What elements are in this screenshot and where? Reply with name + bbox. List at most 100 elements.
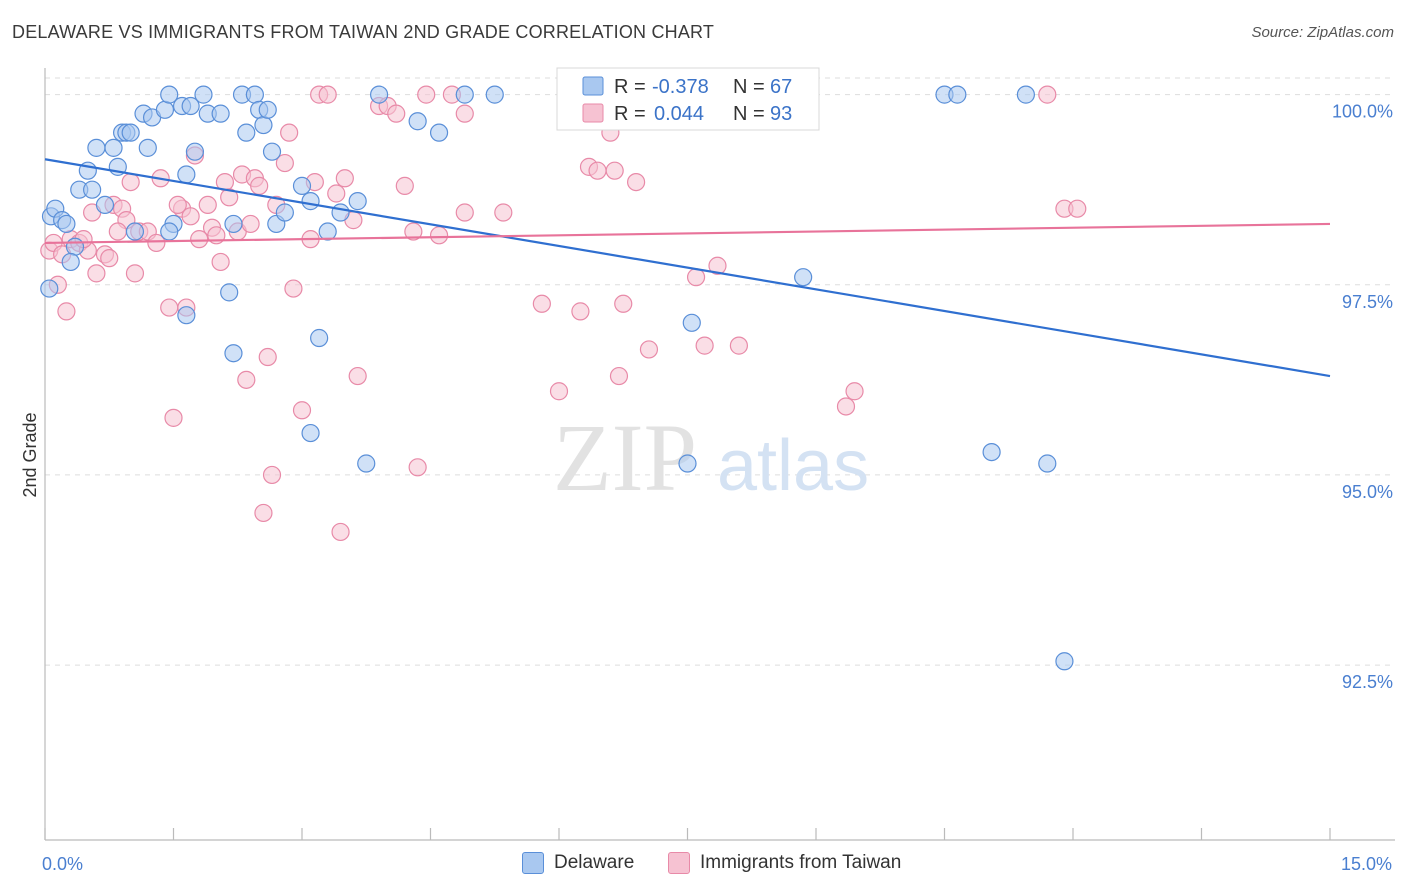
data-point-delaware: [794, 268, 813, 287]
bottom-legend-label-delaware: Delaware: [554, 852, 635, 873]
data-point-taiwan: [100, 249, 119, 268]
data-point-taiwan: [494, 203, 513, 222]
bottom-legend-delaware: Delaware: [522, 852, 634, 874]
data-point-delaware: [220, 283, 239, 302]
legend-swatch-taiwan: [582, 103, 604, 123]
data-point-delaware: [65, 237, 85, 256]
data-point-delaware: [185, 142, 205, 161]
data-point-taiwan: [254, 503, 273, 523]
data-point-delaware: [357, 454, 376, 473]
data-point-taiwan: [387, 104, 406, 123]
data-point-taiwan: [237, 370, 256, 389]
data-point-delaware: [57, 214, 76, 234]
data-point-delaware: [95, 195, 115, 215]
data-point-delaware: [348, 192, 367, 211]
data-point-delaware: [224, 214, 243, 234]
data-point-taiwan: [429, 226, 449, 245]
data-point-delaware: [160, 222, 179, 241]
data-point-delaware: [258, 100, 277, 119]
y-tick-label: 92.5%: [1342, 672, 1393, 692]
data-point-taiwan: [327, 184, 346, 203]
data-point-taiwan: [168, 195, 187, 215]
data-point-taiwan: [614, 294, 633, 313]
bottom-legend: Delaware Immigrants from Taiwan: [0, 850, 1406, 880]
y-axis-title: 2nd Grade: [20, 412, 40, 497]
data-point-delaware: [485, 85, 504, 104]
legend-n-label-delaware: N =: [733, 76, 765, 98]
data-point-delaware: [948, 85, 967, 104]
data-point-taiwan: [532, 294, 551, 313]
data-point-taiwan: [609, 366, 629, 386]
data-point-delaware: [224, 344, 243, 363]
data-point-taiwan: [331, 522, 350, 542]
data-point-taiwan: [639, 340, 659, 359]
legend-n-delaware: 67: [770, 76, 792, 98]
data-point-taiwan: [729, 336, 749, 355]
trend-lines: [44, 158, 1331, 378]
data-point-taiwan: [404, 222, 423, 241]
data-point-taiwan: [181, 207, 200, 226]
series-delaware-points: [40, 85, 1074, 671]
data-point-delaware: [87, 138, 106, 157]
data-point-taiwan: [588, 161, 607, 180]
data-point-taiwan: [258, 347, 277, 367]
data-point-delaware: [678, 454, 697, 473]
data-point-delaware: [1038, 454, 1057, 473]
axes: [44, 68, 1395, 841]
data-point-delaware: [331, 203, 350, 222]
data-point-taiwan: [262, 465, 282, 485]
data-point-delaware: [301, 192, 320, 211]
data-point-taiwan: [57, 302, 76, 321]
data-point-taiwan: [164, 408, 183, 427]
data-point-taiwan: [318, 85, 337, 104]
watermark-zip: ZIP: [553, 404, 697, 511]
data-point-delaware: [61, 252, 80, 272]
data-point-taiwan: [408, 458, 427, 477]
data-point-delaware: [160, 85, 179, 104]
legend-r-label-taiwan: R =: [614, 103, 646, 125]
data-point-delaware: [429, 123, 449, 142]
source-credit: Source: ZipAtlas.com: [1251, 24, 1394, 41]
data-point-delaware: [1055, 652, 1074, 671]
legend-n-label-taiwan: N =: [733, 103, 765, 125]
data-point-taiwan: [695, 336, 714, 355]
data-point-taiwan: [147, 233, 166, 253]
data-point-taiwan: [571, 302, 590, 321]
data-point-delaware: [121, 123, 140, 142]
data-point-taiwan: [549, 382, 569, 401]
data-point-delaware: [301, 423, 320, 443]
legend-r-label-delaware: R =: [614, 76, 646, 98]
data-point-delaware: [194, 85, 213, 104]
watermark: ZIP atlas: [553, 404, 869, 511]
y-tick-label: 97.5%: [1342, 292, 1393, 312]
data-point-delaware: [262, 142, 282, 161]
legend-n-taiwan: 93: [770, 103, 792, 125]
data-point-taiwan: [211, 252, 230, 272]
data-point-taiwan: [605, 161, 624, 180]
data-point-delaware: [83, 180, 102, 199]
legend-swatch-delaware: [582, 76, 604, 96]
data-point-taiwan: [160, 298, 179, 317]
data-point-taiwan: [836, 397, 856, 416]
x-tick-label: 0.0%: [42, 854, 83, 874]
data-point-taiwan: [190, 230, 209, 249]
chart-title: DELAWARE VS IMMIGRANTS FROM TAIWAN 2ND G…: [12, 22, 715, 42]
data-point-taiwan: [708, 256, 727, 275]
data-point-taiwan: [417, 85, 436, 104]
data-point-taiwan: [108, 222, 127, 241]
data-point-taiwan: [395, 176, 414, 195]
data-point-taiwan: [348, 366, 367, 386]
data-point-delaware: [318, 222, 337, 241]
data-point-taiwan: [284, 279, 303, 298]
trend-line-delaware: [44, 158, 1331, 378]
data-point-delaware: [370, 85, 389, 104]
data-point-taiwan: [280, 123, 299, 142]
data-point-delaware: [245, 85, 264, 104]
data-point-delaware: [177, 306, 196, 325]
data-point-delaware: [104, 138, 123, 157]
data-point-taiwan: [250, 176, 269, 195]
data-point-delaware: [125, 222, 145, 241]
bottom-legend-taiwan: Immigrants from Taiwan: [668, 852, 901, 874]
data-point-taiwan: [335, 169, 354, 188]
